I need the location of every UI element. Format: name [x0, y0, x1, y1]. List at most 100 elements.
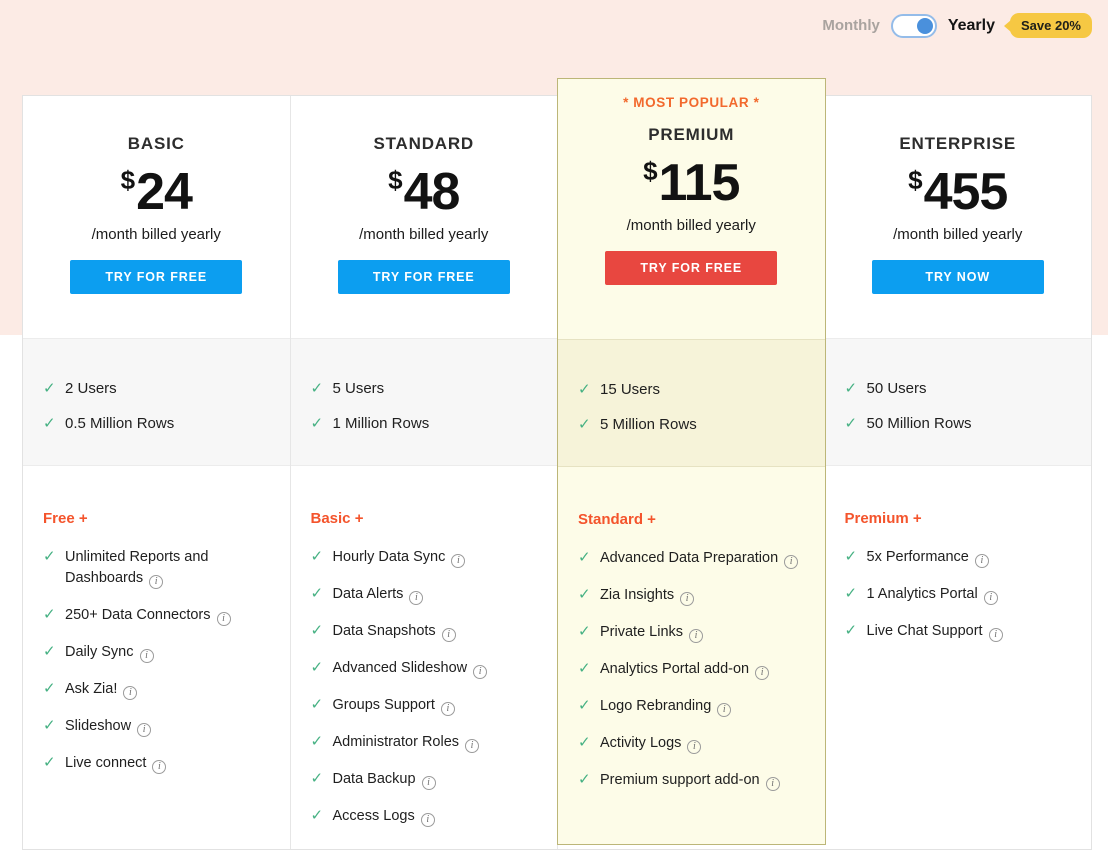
info-icon[interactable]: i — [717, 703, 732, 718]
check-icon: ✓ — [310, 733, 324, 751]
info-icon[interactable]: i — [440, 702, 455, 717]
toggle-knob — [916, 17, 933, 34]
info-icon[interactable]: i — [152, 760, 167, 775]
billing-note: /month billed yearly — [359, 226, 489, 243]
features-heading: Free + — [43, 510, 88, 527]
currency-symbol: $ — [120, 165, 136, 195]
check-icon: ✓ — [844, 548, 858, 565]
info-icon[interactable]: i — [974, 554, 989, 569]
info-icon[interactable]: i — [473, 665, 488, 680]
cta-button-standard[interactable]: TRY FOR FREE — [337, 260, 510, 294]
billing-note: /month billed yearly — [626, 217, 756, 234]
info-icon[interactable]: i — [139, 649, 154, 664]
feature-label: Data Alerts — [332, 586, 404, 603]
cta-button-premium[interactable]: TRY FOR FREE — [605, 251, 778, 285]
plan-column-basic: BASIC $24 /month billed yearly TRY FOR F… — [23, 96, 291, 849]
most-popular-label: * MOST POPULAR * — [623, 95, 760, 110]
plan-limit-item: ✓ 0.5 Million Rows — [43, 414, 270, 432]
plan-limit-item: ✓ 50 Million Rows — [845, 414, 1072, 432]
check-icon: ✓ — [578, 734, 591, 752]
info-icon[interactable]: i — [755, 666, 770, 681]
plan-header: ENTERPRISE $455 /month billed yearly TRY… — [825, 96, 1092, 338]
features-heading: Standard + — [578, 511, 656, 528]
plan-name: PREMIUM — [648, 125, 735, 144]
plan-limit-item: ✓ 15 Users — [578, 380, 805, 398]
info-icon[interactable]: i — [983, 591, 998, 606]
info-icon[interactable]: i — [988, 628, 1003, 643]
info-icon[interactable]: i — [137, 723, 152, 738]
plan-column-enterprise: ENTERPRISE $455 /month billed yearly TRY… — [824, 96, 1092, 849]
feature-text: Ask Zia! i — [65, 679, 138, 701]
monthly-label[interactable]: Monthly — [822, 17, 880, 34]
info-icon[interactable]: i — [409, 591, 424, 606]
cta-button-enterprise[interactable]: TRY NOW — [871, 260, 1044, 294]
feature-item: ✓ Activity Logs i — [578, 732, 809, 755]
cta-button-basic[interactable]: TRY FOR FREE — [70, 260, 243, 294]
info-icon[interactable]: i — [216, 612, 231, 627]
check-icon: ✓ — [310, 585, 324, 603]
feature-item: ✓ 1 Analytics Portal i — [844, 583, 1076, 606]
check-icon: ✓ — [43, 548, 56, 565]
plan-price: $24 — [23, 162, 290, 222]
check-icon: ✓ — [844, 380, 858, 397]
feature-item: ✓ Slideshow i — [43, 715, 274, 738]
feature-text: Zia Insights i — [600, 585, 695, 607]
check-icon: ✓ — [310, 548, 324, 565]
feature-label: Hourly Data Sync — [332, 549, 446, 565]
feature-item: ✓ Unlimited Reports and Dashboards i — [43, 546, 274, 590]
plan-limits: ✓ 5 Users ✓ 1 Million Rows — [290, 338, 557, 466]
feature-item: ✓ Private Links i — [578, 621, 809, 644]
feature-text: Logo Rebranding i — [600, 696, 732, 718]
feature-item: ✓ Live Chat Support i — [844, 620, 1076, 643]
billing-period-toggle[interactable] — [890, 13, 937, 38]
check-icon: ✓ — [43, 754, 56, 772]
feature-text: 5x Performance i — [867, 547, 989, 569]
feature-item: ✓ 250+ Data Connectors i — [43, 604, 274, 627]
feature-label: 1 Analytics Portal — [866, 586, 978, 603]
check-icon: ✓ — [310, 696, 324, 714]
check-icon: ✓ — [844, 585, 858, 603]
feature-label: Analytics Portal add-on — [600, 661, 750, 678]
features-heading: Basic + — [310, 510, 364, 527]
check-icon: ✓ — [844, 622, 858, 640]
features-list: ✓ Unlimited Reports and Dashboards i ✓ 250+ … — [43, 546, 274, 775]
info-icon[interactable]: i — [123, 686, 138, 701]
plan-limit-item: ✓ 5 Users — [311, 379, 538, 397]
feature-text: Analytics Portal add-on i — [600, 659, 770, 681]
yearly-label[interactable]: Yearly — [947, 16, 995, 34]
feature-text: 250+ Data Connectors i — [65, 605, 231, 627]
feature-label: Live Chat Support — [866, 623, 983, 640]
price-amount: 115 — [658, 154, 741, 212]
feature-label: Premium support add-on — [600, 772, 760, 789]
info-icon[interactable]: i — [465, 739, 480, 754]
feature-text: Administrator Roles i — [333, 732, 480, 754]
info-icon[interactable]: i — [451, 554, 466, 569]
feature-item: ✓ Analytics Portal add-on i — [578, 658, 809, 681]
currency-symbol: $ — [388, 165, 403, 195]
info-icon[interactable]: i — [680, 592, 695, 607]
feature-label: Live connect — [65, 755, 147, 772]
check-icon: ✓ — [43, 717, 56, 735]
info-icon[interactable]: i — [687, 740, 702, 755]
plan-limit-item: ✓ 5 Million Rows — [578, 415, 805, 433]
check-icon: ✓ — [578, 381, 591, 398]
plan-limit-item: ✓ 2 Users — [43, 379, 270, 397]
info-icon[interactable]: i — [689, 629, 704, 644]
feature-label: Groups Support — [332, 697, 435, 714]
feature-item: ✓ Logo Rebranding i — [578, 695, 809, 718]
feature-item: ✓ Data Snapshots i — [311, 620, 542, 643]
info-icon[interactable]: i — [149, 575, 164, 590]
plan-features: Premium + ✓ 5x Performance i ✓ 1 Analytics P… — [825, 466, 1092, 849]
plan-limits: ✓ 50 Users ✓ 50 Million Rows — [824, 338, 1091, 466]
feature-item: ✓ Advanced Slideshow i — [311, 657, 542, 680]
info-icon[interactable]: i — [441, 628, 456, 643]
check-icon: ✓ — [578, 416, 591, 433]
save-discount-badge: Save 20% — [1010, 13, 1092, 38]
info-icon[interactable]: i — [784, 555, 799, 570]
check-icon: ✓ — [578, 697, 591, 715]
info-icon[interactable]: i — [421, 776, 436, 791]
info-icon[interactable]: i — [420, 813, 435, 828]
plan-header: BASIC $24 /month billed yearly TRY FOR F… — [23, 96, 290, 338]
feature-text: Data Alerts i — [332, 584, 424, 606]
info-icon[interactable]: i — [765, 777, 780, 792]
